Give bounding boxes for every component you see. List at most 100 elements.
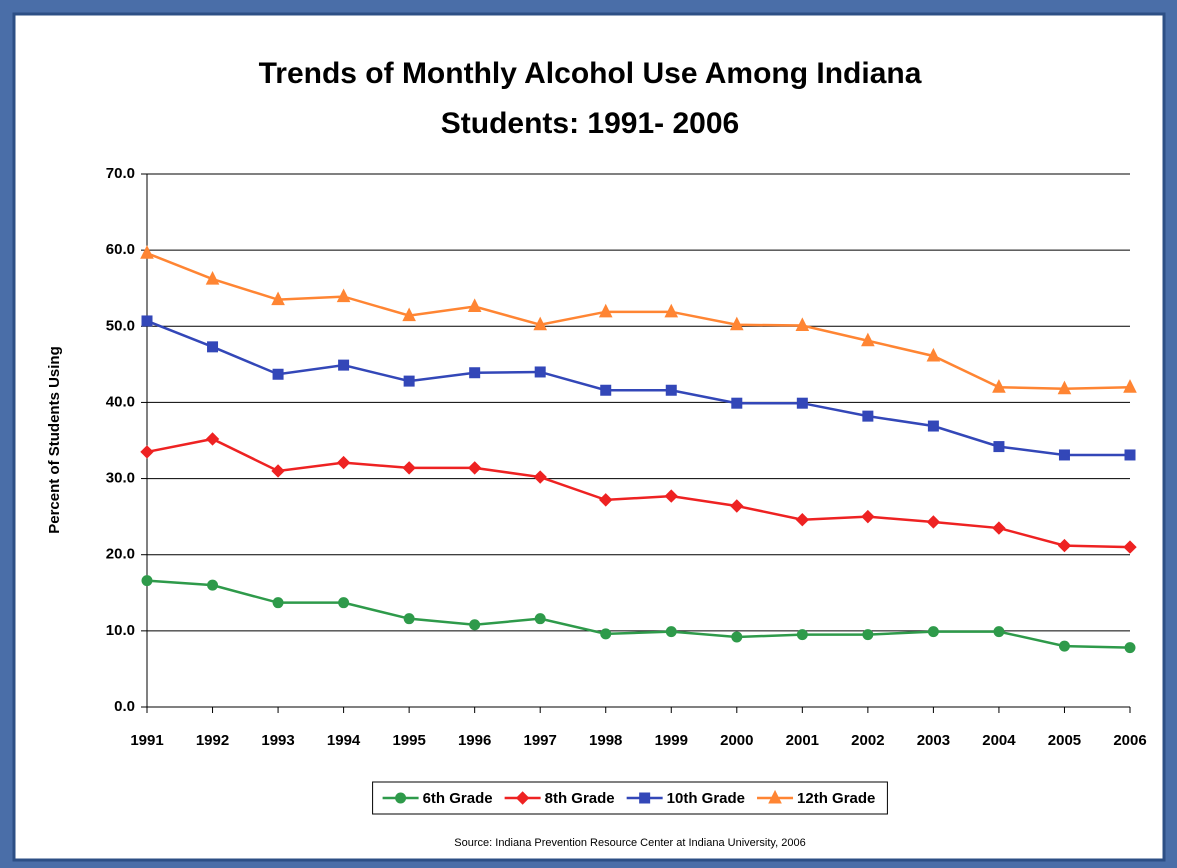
x-tick-label: 1993: [261, 732, 294, 749]
series-line: [146, 579, 1131, 649]
x-tick-label: 2004: [982, 732, 1016, 749]
source-note: Source: Indiana Prevention Resource Cent…: [454, 837, 805, 849]
marker: [600, 628, 612, 640]
marker: [534, 613, 546, 625]
marker: [271, 464, 285, 478]
marker: [926, 347, 941, 362]
series-line: [146, 252, 1131, 390]
marker: [992, 521, 1006, 535]
marker: [1057, 380, 1072, 395]
legend-label: 12th Grade: [797, 790, 875, 807]
x-tick-label: 2006: [1113, 732, 1146, 749]
marker: [993, 441, 1005, 453]
marker: [795, 317, 810, 332]
marker: [534, 366, 546, 378]
marker: [1058, 640, 1070, 652]
marker: [993, 626, 1005, 638]
y-tick-label: 40.0: [106, 393, 135, 410]
x-tick-label: 1994: [327, 732, 361, 749]
marker: [515, 791, 530, 805]
y-tick-label: 70.0: [106, 165, 135, 182]
marker: [140, 245, 154, 259]
marker: [992, 379, 1006, 393]
series-line: [146, 319, 1130, 457]
marker: [272, 597, 284, 609]
x-tick-label: 1995: [392, 732, 425, 749]
y-tick-label: 20.0: [106, 546, 135, 563]
x-tick-label: 1996: [458, 732, 491, 749]
marker: [141, 575, 153, 587]
y-tick-label: 0.0: [114, 698, 135, 715]
chart-title: Trends of Monthly Alcohol Use Among Indi…: [259, 57, 922, 90]
marker: [205, 270, 220, 285]
marker: [469, 619, 481, 631]
y-axis-label: Percent of Students Using: [46, 346, 63, 534]
marker: [395, 792, 407, 804]
x-tick-label: 1999: [655, 732, 688, 749]
x-tick-label: 2005: [1048, 732, 1081, 749]
x-tick-label: 1997: [524, 732, 557, 749]
x-tick-label: 2003: [917, 732, 950, 749]
marker: [665, 384, 677, 396]
marker: [272, 368, 284, 380]
marker: [403, 375, 415, 387]
marker: [664, 303, 679, 318]
x-tick-label: 2001: [786, 732, 819, 749]
marker: [205, 432, 220, 446]
y-tick-label: 10.0: [106, 622, 135, 639]
marker: [1124, 449, 1136, 461]
marker: [1058, 449, 1070, 461]
marker: [141, 315, 153, 327]
marker: [796, 397, 808, 409]
marker: [533, 470, 547, 484]
marker: [731, 631, 743, 643]
marker: [768, 789, 782, 804]
marker: [639, 792, 651, 804]
marker: [336, 455, 351, 470]
series-line: [146, 437, 1131, 549]
y-tick-label: 60.0: [106, 241, 135, 258]
marker: [271, 291, 285, 306]
marker: [926, 515, 941, 529]
marker: [795, 512, 810, 527]
x-tick-label: 1992: [196, 732, 229, 749]
marker: [403, 613, 415, 625]
marker: [599, 493, 613, 507]
marker: [729, 316, 744, 331]
marker: [207, 579, 219, 591]
marker: [469, 367, 481, 379]
x-tick-label: 2000: [720, 732, 753, 749]
marker: [338, 597, 350, 609]
marker: [796, 629, 808, 641]
marker: [731, 397, 743, 409]
marker: [336, 288, 351, 303]
chart-title: Students: 1991- 2006: [441, 107, 739, 140]
marker: [1123, 379, 1137, 393]
marker: [862, 629, 874, 641]
marker: [861, 509, 875, 524]
marker: [1123, 540, 1137, 554]
marker: [598, 303, 613, 318]
y-tick-label: 50.0: [106, 317, 135, 334]
legend-label: 6th Grade: [423, 790, 493, 807]
legend: 6th Grade 8th Grade 10th Grade 12th Grade: [372, 781, 888, 815]
marker: [467, 298, 482, 312]
marker: [861, 332, 875, 347]
marker: [402, 307, 416, 322]
marker: [664, 489, 678, 503]
marker: [402, 461, 416, 475]
x-tick-label: 2002: [851, 732, 884, 749]
marker: [533, 316, 548, 331]
legend-label: 10th Grade: [667, 790, 745, 807]
marker: [1057, 538, 1072, 553]
marker: [927, 420, 939, 432]
marker: [207, 341, 219, 353]
y-tick-label: 30.0: [106, 470, 135, 487]
marker: [927, 626, 939, 638]
marker: [467, 461, 482, 475]
x-tick-label: 1991: [130, 732, 163, 749]
marker: [1124, 642, 1136, 654]
legend-label: 8th Grade: [545, 790, 615, 807]
marker: [730, 499, 744, 513]
